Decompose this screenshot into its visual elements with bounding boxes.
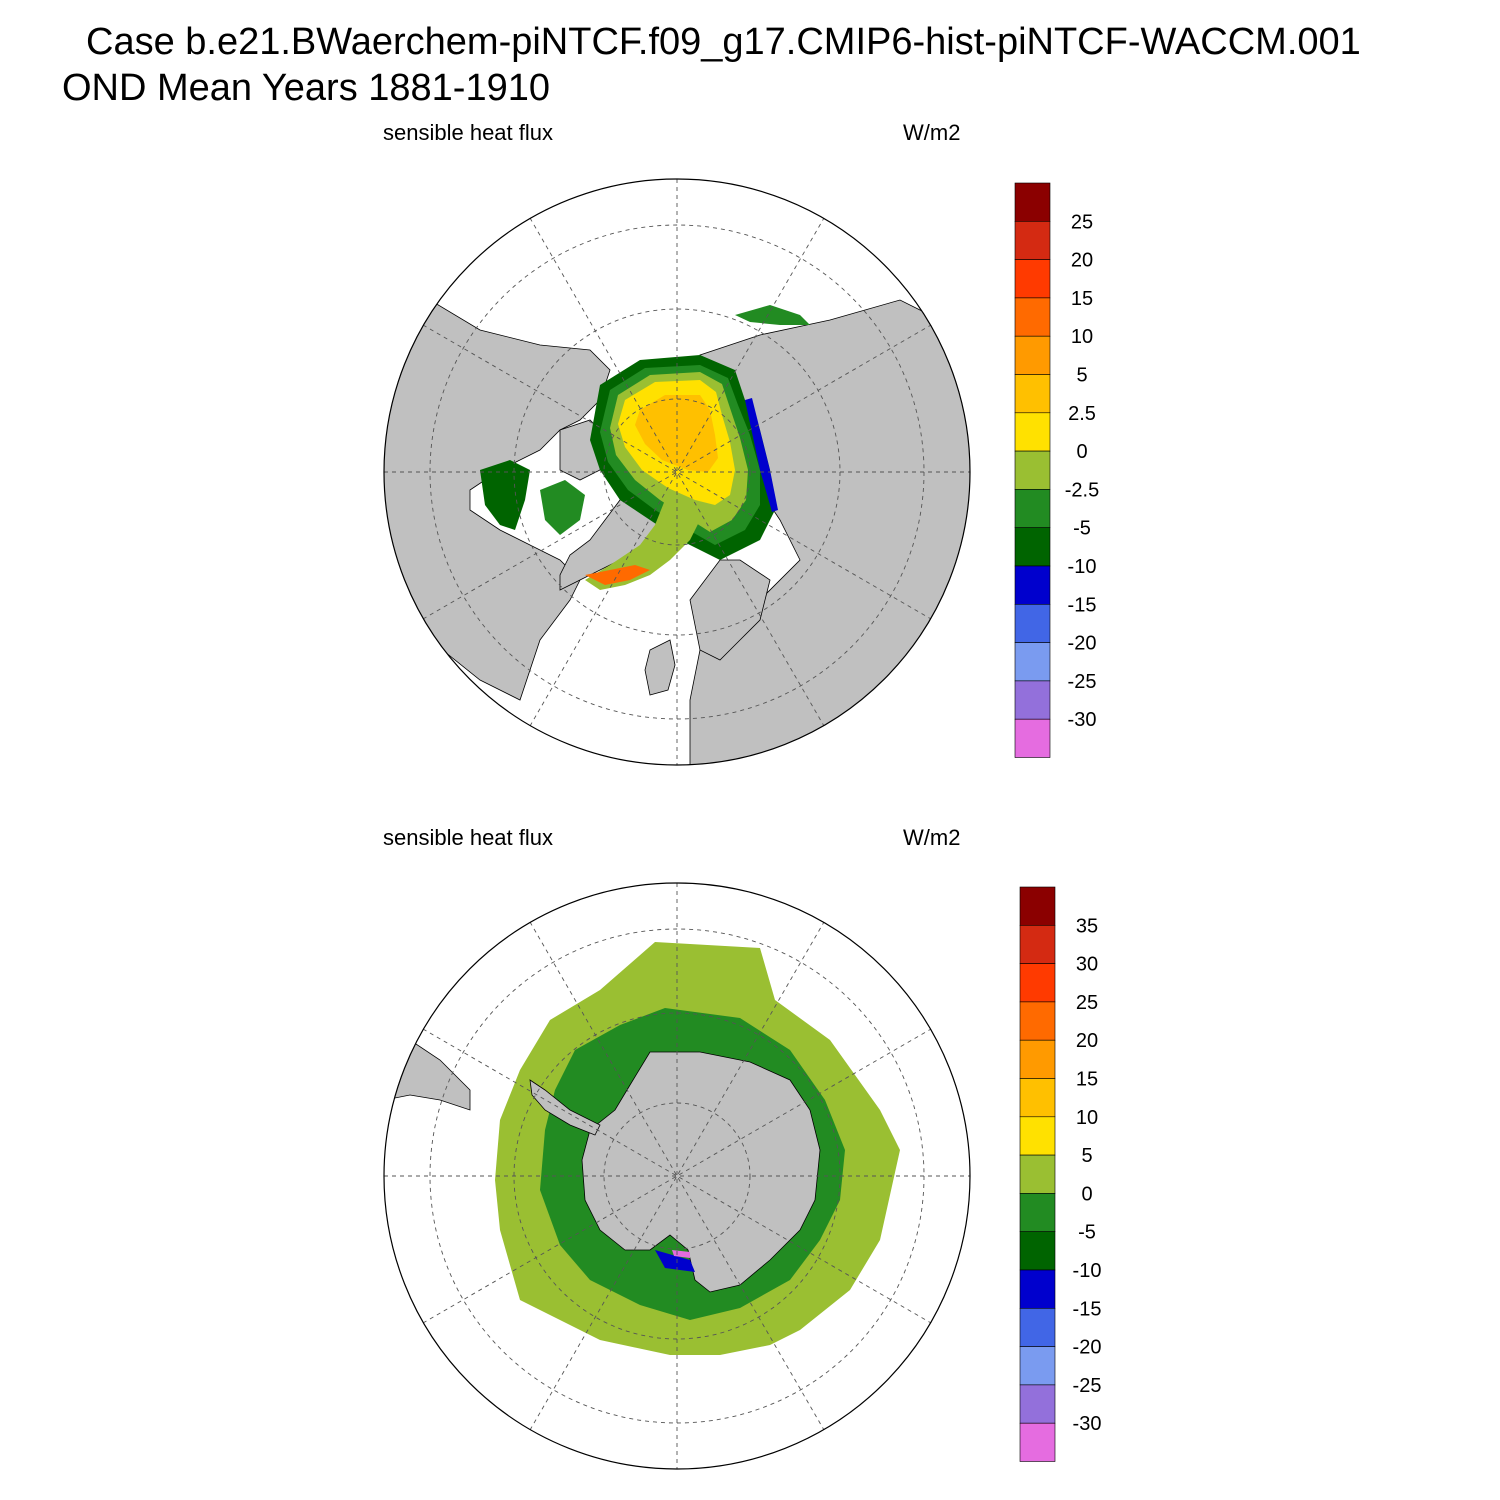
north-colorbar-box <box>1014 335 1051 375</box>
north-colorbar-box <box>1014 718 1051 758</box>
south-map-border <box>383 882 971 1470</box>
south-colorbar-box <box>1019 1193 1056 1233</box>
north-field-bering-green <box>735 305 810 325</box>
south-graticule <box>384 883 970 1469</box>
south-colorbar-label: 15 <box>1076 1069 1098 1091</box>
south-colorbar-box <box>1019 1039 1056 1079</box>
north-field-hudson-green <box>540 480 585 535</box>
south-colorbar-label: 35 <box>1076 915 1098 937</box>
north-colorbar-box <box>1014 527 1051 567</box>
north-land-north-america <box>384 299 611 701</box>
north-polar-map <box>383 178 971 766</box>
south-colorbar-label: 20 <box>1076 1030 1098 1052</box>
north-colorbar-label: -15 <box>1068 594 1097 616</box>
north-colorbar-label: -20 <box>1068 633 1097 655</box>
south-colorbar-box <box>1019 1001 1056 1041</box>
north-colorbar-box <box>1014 412 1051 452</box>
south-field-blue-edge <box>655 1250 695 1272</box>
north-land-uk <box>644 639 676 696</box>
south-colorbar-label: -10 <box>1073 1260 1102 1282</box>
north-colorbar-box <box>1014 450 1051 490</box>
south-colorbar-box <box>1019 1116 1056 1156</box>
north-colorbar-label: 10 <box>1071 326 1093 348</box>
south-colorbar-box <box>1019 1308 1056 1347</box>
north-field-atlantic-tongue <box>585 500 700 590</box>
figure-title-period: OND Mean Years 1881-1910 <box>62 67 550 109</box>
north-field-atlantic-red <box>585 565 650 585</box>
north-colorbar-label: 20 <box>1071 250 1093 272</box>
north-colorbar-box <box>1014 642 1051 682</box>
south-colorbar-box <box>1019 1078 1056 1118</box>
south-colorbar-box <box>1019 886 1056 926</box>
south-colorbar-box <box>1019 924 1056 964</box>
north-colorbar-box <box>1014 603 1051 643</box>
north-colorbar-box <box>1014 374 1051 414</box>
south-colorbar-label: -30 <box>1073 1413 1102 1435</box>
south-colorbar-box <box>1019 1422 1056 1462</box>
north-field-blue-edge <box>745 398 778 512</box>
south-panel-units-label: W/m2 <box>903 825 961 850</box>
north-field-orange-core <box>635 395 718 472</box>
north-colorbar-box <box>1014 259 1051 299</box>
north-colorbar-box <box>1014 489 1051 528</box>
north-map-border <box>383 178 971 766</box>
north-colorbar-box <box>1014 221 1051 260</box>
north-colorbar-box <box>1014 297 1051 337</box>
south-field-purple-edge <box>672 1250 690 1258</box>
north-graticule <box>384 179 970 765</box>
south-colorbar-box <box>1019 963 1056 1003</box>
north-colorbar-label: -10 <box>1068 556 1097 578</box>
south-colorbar-box <box>1019 1384 1056 1424</box>
south-colorbar-box <box>1019 1346 1056 1386</box>
north-colorbar-label: -5 <box>1073 518 1091 540</box>
north-colorbar-label: -30 <box>1068 709 1097 731</box>
north-colorbar-label: 15 <box>1071 288 1093 310</box>
south-panel-variable-label: sensible heat flux <box>383 825 553 850</box>
north-panel-variable-label: sensible heat flux <box>383 120 553 145</box>
south-colorbar-label: 30 <box>1076 954 1098 976</box>
south-colorbar-label: -25 <box>1073 1375 1102 1397</box>
south-polar-map <box>383 882 971 1470</box>
north-colorbar-label: 25 <box>1071 211 1093 233</box>
north-colorbar-box <box>1014 182 1051 222</box>
north-panel-units-label: W/m2 <box>903 120 961 145</box>
south-colorbar-box <box>1019 1231 1056 1271</box>
south-colorbar-box <box>1019 1154 1056 1194</box>
south-colorbar-label: -20 <box>1073 1337 1102 1359</box>
north-colorbar-label: 2.5 <box>1068 403 1096 425</box>
north-land-scandinavia <box>689 559 771 661</box>
north-colorbar: 25 20 15 10 5 2.5 0 -2.5 -5 -10 -15 -20 -25 -30 <box>1014 182 1099 758</box>
south-colorbar-label: 5 <box>1081 1145 1092 1167</box>
south-colorbar: 35 30 25 20 15 10 5 0 -5 -10 -15 -20 -25 -30 <box>1019 886 1102 1462</box>
north-colorbar-label: 5 <box>1076 365 1087 387</box>
south-colorbar-box <box>1019 1269 1056 1309</box>
north-colorbar-box <box>1014 565 1051 605</box>
south-colorbar-label: -5 <box>1078 1222 1096 1244</box>
north-field-baffin-green <box>480 460 530 530</box>
south-colorbar-label: 25 <box>1076 992 1098 1014</box>
north-colorbar-label: -25 <box>1068 671 1097 693</box>
north-colorbar-box <box>1014 680 1051 720</box>
figure-title-case: Case b.e21.BWaerchem-piNTCF.f09_g17.CMIP… <box>86 21 1361 63</box>
south-colorbar-label: 0 <box>1081 1183 1092 1205</box>
south-colorbar-label: 10 <box>1076 1107 1098 1129</box>
south-colorbar-label: -15 <box>1073 1298 1102 1320</box>
north-colorbar-label: 0 <box>1076 441 1087 463</box>
north-colorbar-label: -2.5 <box>1065 479 1099 501</box>
